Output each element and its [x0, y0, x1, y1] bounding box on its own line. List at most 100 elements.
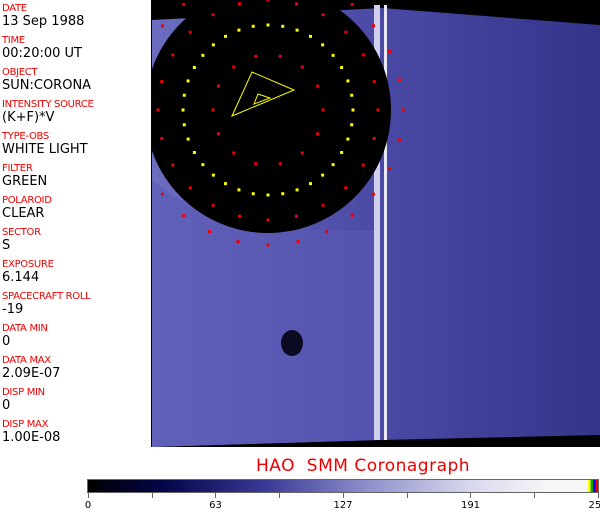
- limb-marker: [372, 24, 376, 28]
- occulter-pylon: [374, 5, 380, 440]
- field-date: DATE 13 Sep 1988: [2, 3, 84, 29]
- limb-marker: [361, 53, 365, 57]
- tick-mark: [279, 493, 281, 498]
- tick-label: 191: [460, 500, 481, 511]
- limb-marker: [238, 2, 242, 6]
- limb-marker: [186, 137, 190, 141]
- field-label: SECTOR: [2, 227, 41, 238]
- limb-marker: [300, 65, 304, 69]
- limb-marker: [361, 163, 365, 167]
- limb-marker: [346, 79, 350, 83]
- limb-marker: [321, 203, 325, 207]
- field-disp-max: DISP MAX 1.00E-08: [2, 419, 60, 445]
- coronagraph-image-svg: [131, 0, 600, 447]
- limb-marker: [300, 151, 304, 155]
- limb-marker: [325, 230, 329, 234]
- field-label: INTENSITY SOURCE: [2, 99, 94, 110]
- limb-marker: [344, 186, 348, 190]
- pylon-edge: [384, 5, 387, 440]
- field-exposure: EXPOSURE 6.144: [2, 259, 54, 285]
- field-value: 00:20:00 UT: [2, 46, 82, 61]
- field-value: S: [2, 238, 11, 253]
- limb-marker: [321, 13, 325, 17]
- limb-marker: [201, 53, 205, 57]
- field-value: 1.00E-08: [2, 430, 61, 445]
- tick-mark: [406, 493, 408, 498]
- limb-marker: [372, 80, 376, 84]
- field-value: 6.144: [2, 270, 40, 285]
- limb-marker: [207, 230, 211, 234]
- color-bar: [87, 479, 599, 493]
- limb-marker: [388, 49, 392, 53]
- limb-marker: [309, 34, 312, 38]
- limb-marker: [316, 132, 320, 136]
- limb-marker: [340, 66, 344, 69]
- limb-marker: [186, 79, 190, 83]
- limb-marker: [160, 80, 164, 84]
- coronagraph-image[interactable]: [131, 0, 600, 447]
- limb-marker: [160, 192, 164, 196]
- limb-marker: [281, 192, 285, 196]
- limb-marker: [224, 182, 227, 186]
- limb-marker: [266, 243, 270, 247]
- tick-mark: [151, 493, 153, 498]
- tick-label: 255: [588, 500, 600, 511]
- field-label: DATE: [2, 3, 27, 14]
- tick-mark: [597, 493, 599, 498]
- limb-marker: [340, 151, 344, 154]
- limb-marker: [237, 28, 241, 32]
- field-spacecraft-roll: SPACECRAFT ROLL -19: [2, 291, 91, 317]
- dark-spot: [281, 330, 303, 356]
- limb-marker: [316, 84, 320, 88]
- limb-marker: [160, 24, 164, 28]
- field-label: DATA MIN: [2, 323, 48, 334]
- tick-mark: [342, 493, 344, 498]
- field-time: TIME 00:20:00 UT: [2, 35, 82, 61]
- limb-marker: [321, 108, 325, 112]
- tick-label: 0: [84, 500, 92, 511]
- tick-label: 127: [333, 500, 353, 511]
- limb-marker: [182, 2, 186, 6]
- limb-marker: [295, 28, 299, 32]
- occulting-disk: [145, 0, 391, 233]
- field-value: 2.09E-07: [2, 366, 61, 381]
- limb-marker: [388, 167, 392, 171]
- limb-marker: [266, 23, 270, 27]
- limb-marker: [224, 34, 227, 38]
- field-disp-min: DISP MIN 0: [2, 387, 45, 413]
- limb-marker: [266, 0, 270, 2]
- tick-mark: [88, 493, 89, 498]
- metadata-panel: DATE 13 Sep 1988 TIME 00:20:00 UT OBJECT SUN:…: [0, 0, 152, 447]
- limb-marker: [296, 240, 300, 244]
- field-value: CLEAR: [2, 206, 45, 221]
- limb-marker: [294, 214, 298, 218]
- limb-marker: [181, 108, 185, 112]
- limb-marker: [294, 2, 298, 6]
- limb-marker: [346, 137, 350, 141]
- limb-marker: [211, 173, 215, 177]
- field-object: OBJECT SUN:CORONA: [2, 67, 91, 93]
- field-data-max: DATA MAX 2.09E-07: [2, 355, 60, 381]
- limb-marker: [237, 188, 241, 192]
- limb-marker: [192, 66, 196, 69]
- limb-marker: [398, 138, 402, 142]
- field-value: -19: [2, 302, 24, 317]
- field-value: 0: [2, 334, 11, 349]
- field-label: DATA MAX: [2, 355, 51, 366]
- limb-marker: [182, 214, 186, 218]
- field-value: GREEN: [2, 174, 48, 189]
- limb-marker: [232, 151, 236, 155]
- limb-marker: [372, 192, 376, 196]
- limb-marker: [350, 123, 354, 127]
- limb-marker: [254, 162, 258, 166]
- instrument-title: HAO SMM Coronagraph: [256, 456, 471, 476]
- field-label: TIME: [2, 35, 25, 46]
- limb-marker: [281, 24, 285, 28]
- limb-marker: [211, 13, 215, 17]
- field-type-obs: TYPE-OBS WHITE LIGHT: [2, 131, 88, 157]
- limb-marker: [211, 203, 215, 207]
- limb-marker: [251, 24, 255, 28]
- limb-marker: [321, 43, 325, 47]
- limb-marker: [350, 214, 354, 218]
- field-label: TYPE-OBS: [2, 131, 49, 142]
